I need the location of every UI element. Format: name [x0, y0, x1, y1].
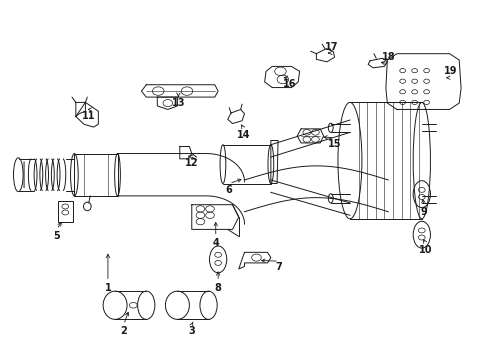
Text: 2: 2: [120, 326, 127, 336]
Text: 5: 5: [53, 231, 60, 241]
Text: 17: 17: [325, 42, 338, 51]
Text: 8: 8: [214, 283, 221, 293]
Text: 18: 18: [381, 52, 394, 62]
Bar: [74, 154, 117, 196]
Text: 19: 19: [443, 66, 456, 76]
Text: 4: 4: [212, 238, 219, 248]
Text: 11: 11: [82, 111, 95, 121]
Text: 16: 16: [283, 79, 296, 89]
Text: 12: 12: [184, 158, 198, 168]
Text: 3: 3: [188, 326, 195, 336]
Text: 1: 1: [104, 283, 111, 293]
Text: 9: 9: [420, 207, 427, 217]
Text: 13: 13: [171, 98, 185, 108]
Text: 6: 6: [225, 185, 232, 195]
Text: 15: 15: [327, 139, 341, 149]
Bar: [58, 201, 73, 222]
Text: 7: 7: [275, 262, 282, 273]
Text: 10: 10: [418, 245, 431, 255]
Text: 14: 14: [236, 130, 250, 140]
